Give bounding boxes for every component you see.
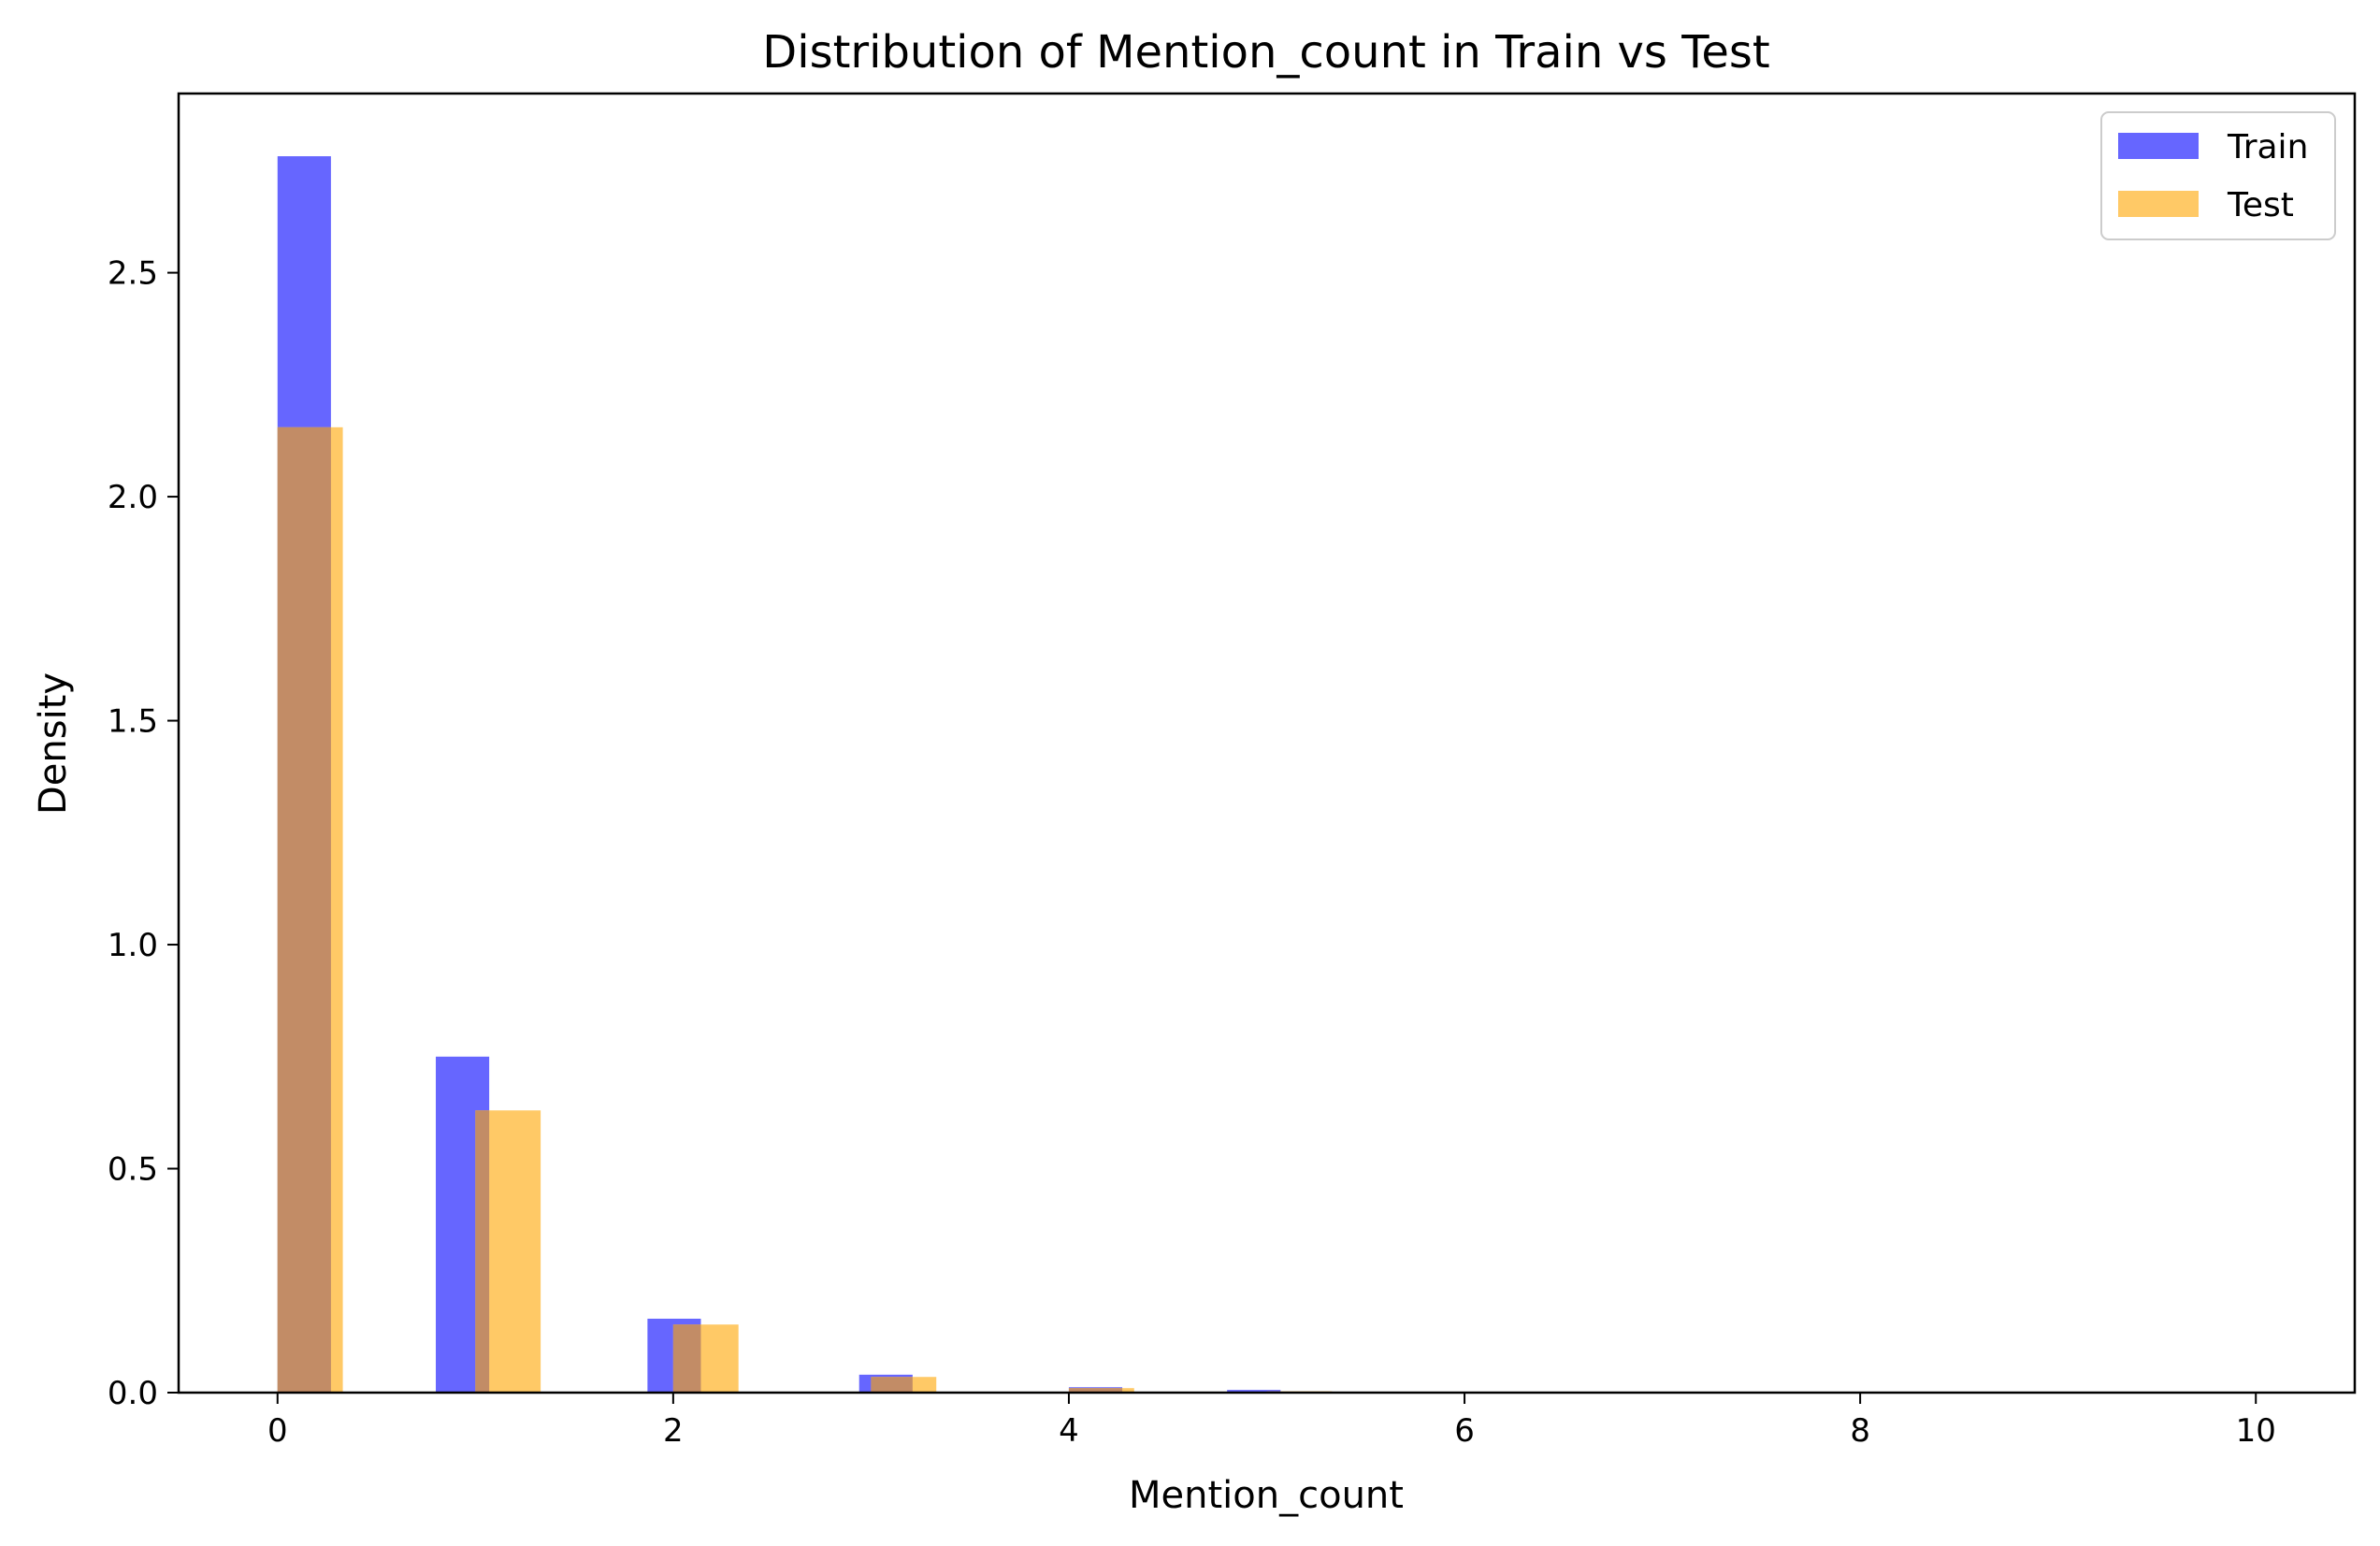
- overlap-bar: [1068, 1388, 1123, 1393]
- plot-area-frame: [177, 92, 2357, 1394]
- y-tick-label: 1.5: [108, 703, 158, 741]
- x-tick-label: 8: [1850, 1412, 1870, 1450]
- x-tick-label: 10: [2236, 1412, 2276, 1450]
- legend-swatch-test: [2118, 191, 2199, 217]
- y-tick-label: 0.5: [108, 1151, 158, 1189]
- chart-title: Distribution of Mention_count in Train v…: [762, 26, 1769, 79]
- y-tick-label: 1.0: [108, 927, 158, 964]
- x-tick-label: 0: [267, 1412, 288, 1450]
- bars-layer: [277, 156, 1333, 1393]
- y-axis-label: Density: [32, 672, 75, 815]
- legend-label-train: Train: [2227, 128, 2308, 166]
- y-axis-ticks: 0.0 0.5 1.0 1.5 2.0 2.5: [108, 255, 179, 1412]
- x-tick-label: 2: [663, 1412, 684, 1450]
- y-tick-label: 0.0: [108, 1375, 158, 1412]
- y-tick-label: 2.5: [108, 255, 158, 293]
- y-tick-label: 2.0: [108, 479, 158, 516]
- legend-label-test: Test: [2227, 186, 2294, 224]
- legend: Train Test: [2100, 111, 2336, 240]
- train-bar: [1227, 1390, 1281, 1393]
- overlap-bar: [672, 1324, 701, 1393]
- x-axis-label: Mention_count: [1129, 1474, 1404, 1517]
- overlap-bar: [475, 1110, 490, 1393]
- x-tick-label: 6: [1454, 1412, 1475, 1450]
- x-axis-ticks: 0 2 4 6 8 10: [267, 1393, 2276, 1450]
- legend-swatch-train: [2118, 133, 2199, 159]
- x-tick-label: 4: [1059, 1412, 1079, 1450]
- overlap-bar: [277, 426, 331, 1393]
- overlap-bar: [871, 1377, 913, 1393]
